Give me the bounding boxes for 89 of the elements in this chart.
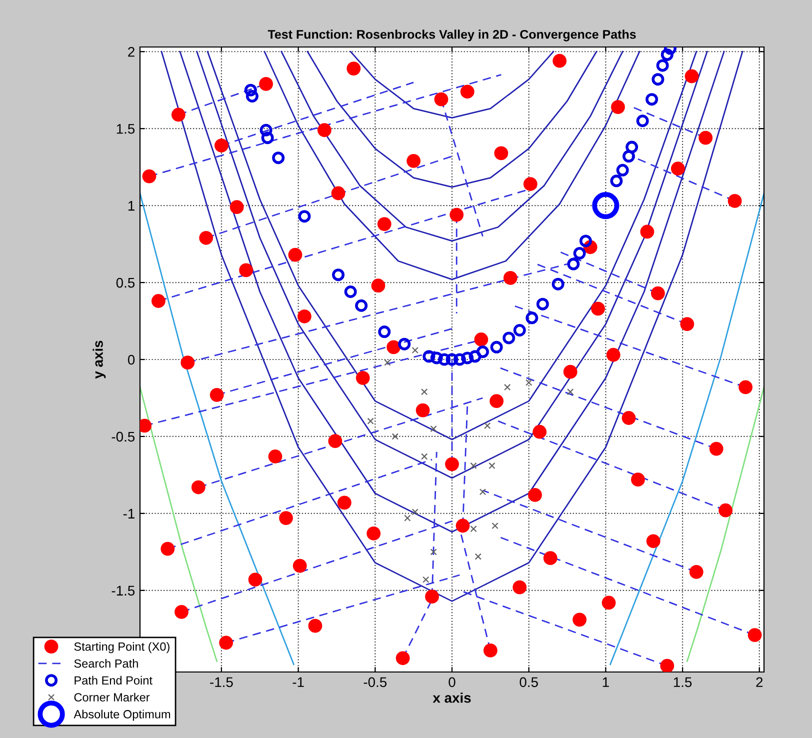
point <box>430 352 443 364</box>
line-series <box>160 50 744 602</box>
x-tick-label: 2 <box>756 677 763 687</box>
point <box>567 388 574 396</box>
point <box>422 576 430 583</box>
point <box>484 422 491 430</box>
point <box>461 352 474 364</box>
point <box>261 132 274 144</box>
point <box>421 388 428 396</box>
point <box>244 84 257 96</box>
x-tick-label: 0.5 <box>520 677 538 688</box>
point <box>579 234 592 248</box>
point <box>488 462 496 470</box>
point <box>412 346 418 354</box>
point <box>446 353 458 366</box>
point <box>474 553 482 560</box>
point <box>626 140 638 154</box>
line-series <box>179 50 725 533</box>
point <box>470 462 477 470</box>
x-tick-label: -0.5 <box>364 677 387 688</box>
point <box>502 332 516 344</box>
y-tick-label: -1.5 <box>112 586 135 596</box>
point <box>378 326 391 338</box>
point <box>513 324 526 337</box>
point <box>398 338 411 350</box>
point <box>552 278 564 290</box>
point <box>344 286 357 298</box>
legend-label: Absolute Optimum <box>74 710 170 721</box>
y-tick-label: 0.5 <box>116 278 135 288</box>
point <box>430 425 437 432</box>
point <box>453 353 466 366</box>
line-series <box>350 50 554 119</box>
point <box>332 268 345 282</box>
legend-label: Search Path <box>74 659 138 668</box>
line-series <box>306 50 598 188</box>
point <box>412 508 418 516</box>
point <box>526 379 532 386</box>
point <box>367 418 374 424</box>
point <box>636 114 649 128</box>
point <box>504 384 511 391</box>
point <box>355 299 368 312</box>
point <box>492 522 498 530</box>
point <box>652 73 664 86</box>
point <box>422 350 436 363</box>
point <box>567 258 580 270</box>
y-tick-label: -0.5 <box>112 432 135 442</box>
point <box>260 124 272 136</box>
point <box>438 353 451 366</box>
y-tick-label: 2 <box>128 46 134 57</box>
legend-label: Path End Point <box>74 676 152 685</box>
x-tick-label: 1.5 <box>674 677 692 688</box>
y-tick-label: 1.5 <box>116 124 135 134</box>
y-tick-label: -1 <box>123 508 134 518</box>
point <box>476 346 489 358</box>
x-tick-label: 1 <box>602 677 609 687</box>
legend-label: Corner Marker <box>74 692 150 702</box>
point <box>622 150 635 163</box>
point <box>610 174 623 188</box>
line-series <box>264 50 640 280</box>
point <box>646 93 658 106</box>
point <box>573 247 586 260</box>
x-tick-label: -1.5 <box>210 677 233 688</box>
legend-label: Starting Point (X0) <box>74 642 170 654</box>
point <box>468 350 482 363</box>
x-tick-label: -1 <box>292 677 304 687</box>
point <box>490 340 503 354</box>
point <box>430 548 437 556</box>
y-tick-label: 0 <box>128 354 135 365</box>
point <box>404 514 411 522</box>
point <box>660 48 674 61</box>
point <box>592 192 620 220</box>
chart-title: Test Function: Rosenbrocks Valley in 2D - Convergence Paths <box>268 30 636 42</box>
x-axis-title: x axis <box>432 692 471 703</box>
point <box>384 359 391 366</box>
point <box>246 90 258 103</box>
point <box>479 488 486 496</box>
point <box>272 152 285 164</box>
point <box>421 453 428 460</box>
point <box>470 526 477 532</box>
y-axis-title: y axis <box>92 340 106 379</box>
x-tick-label: 0 <box>448 677 456 688</box>
y-tick-label: 1 <box>128 201 134 211</box>
point <box>616 164 629 176</box>
point <box>392 433 398 440</box>
point <box>298 210 311 223</box>
line-series <box>280 50 624 242</box>
point <box>656 59 669 72</box>
point <box>526 312 538 324</box>
point <box>536 298 549 310</box>
